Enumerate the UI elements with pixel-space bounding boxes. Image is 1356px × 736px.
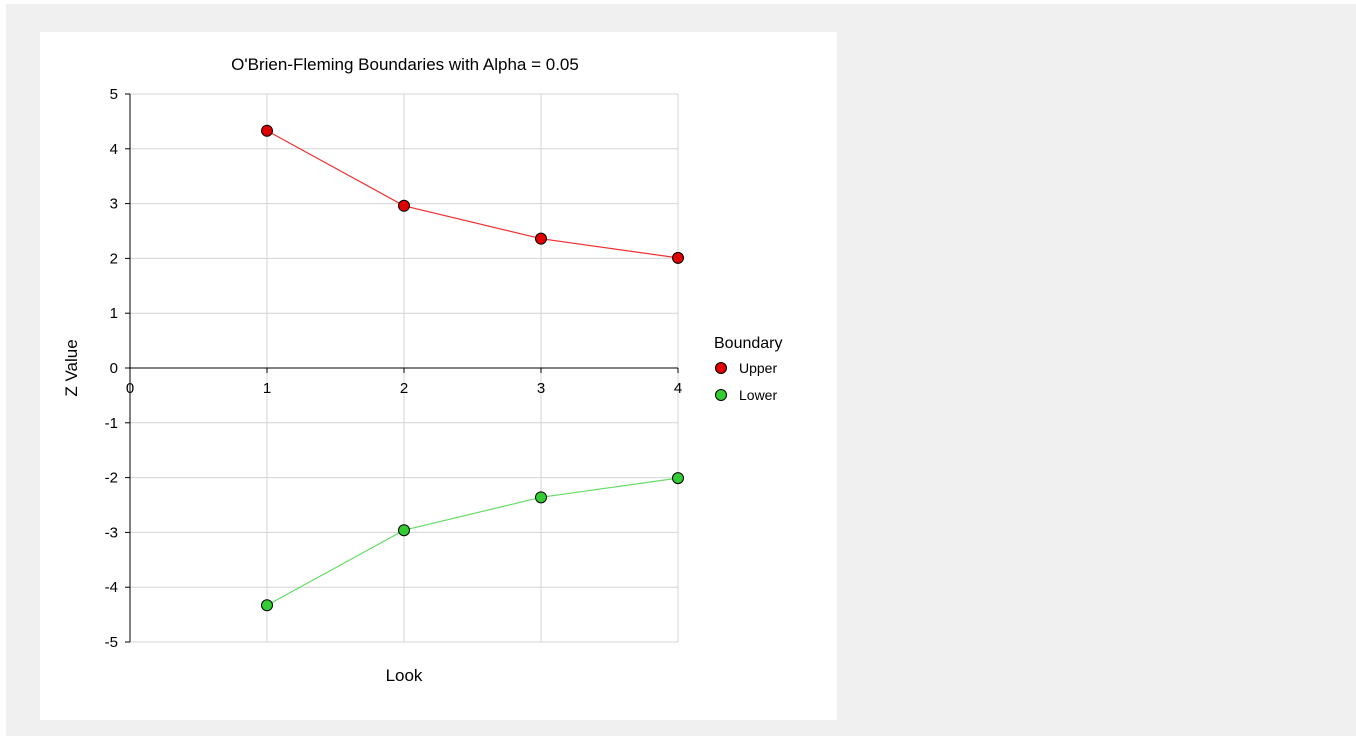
y-tick-label: 3 (110, 196, 118, 213)
y-tick-label: -2 (105, 470, 118, 487)
data-point-lower (535, 491, 547, 504)
data-point-lower (261, 599, 273, 612)
y-tick-label: 1 (110, 305, 118, 322)
legend-marker-lower (715, 389, 727, 401)
y-tick-label: -1 (105, 415, 118, 432)
y-tick-label: 4 (110, 141, 118, 158)
x-tick-label: 4 (674, 380, 682, 397)
legend-label-lower: Lower (739, 387, 777, 403)
chart-title: O'Brien-Fleming Boundaries with Alpha = … (231, 55, 579, 74)
x-tick-label: 3 (537, 380, 545, 397)
y-tick-label: 2 (110, 250, 118, 267)
series (261, 124, 684, 612)
y-tick-label: -3 (105, 524, 118, 541)
legend-label-upper: Upper (739, 360, 777, 376)
legend-title: Boundary (714, 335, 783, 352)
data-point-upper (672, 251, 684, 264)
data-point-upper (535, 232, 547, 245)
y-tick-label: 5 (110, 86, 118, 103)
y-tick-label: -4 (105, 579, 118, 596)
y-tick-label: 0 (110, 360, 118, 377)
y-tick-label: -5 (105, 634, 118, 651)
data-point-lower (398, 524, 410, 537)
x-axis-title: Look (386, 666, 423, 685)
chart-panel: 5 4 3 2 1 0 -1 -2 -3 -4 -5 0 1 2 3 4 O'Brien-Fleming Bo… (40, 32, 837, 720)
data-point-upper (261, 124, 273, 137)
y-axis-title: Z Value (62, 339, 81, 396)
x-tick-label: 2 (400, 380, 408, 397)
legend: Boundary Upper Lower (714, 335, 783, 403)
x-tick-label: 1 (263, 380, 271, 397)
legend-marker-upper (715, 362, 727, 374)
series-line-upper (266, 130, 679, 259)
data-point-upper (398, 199, 410, 212)
series-line-lower (266, 477, 679, 606)
figure-background: 5 4 3 2 1 0 -1 -2 -3 -4 -5 0 1 2 3 4 O'Brien-Fleming Bo… (6, 4, 1356, 736)
data-point-lower (672, 472, 684, 485)
